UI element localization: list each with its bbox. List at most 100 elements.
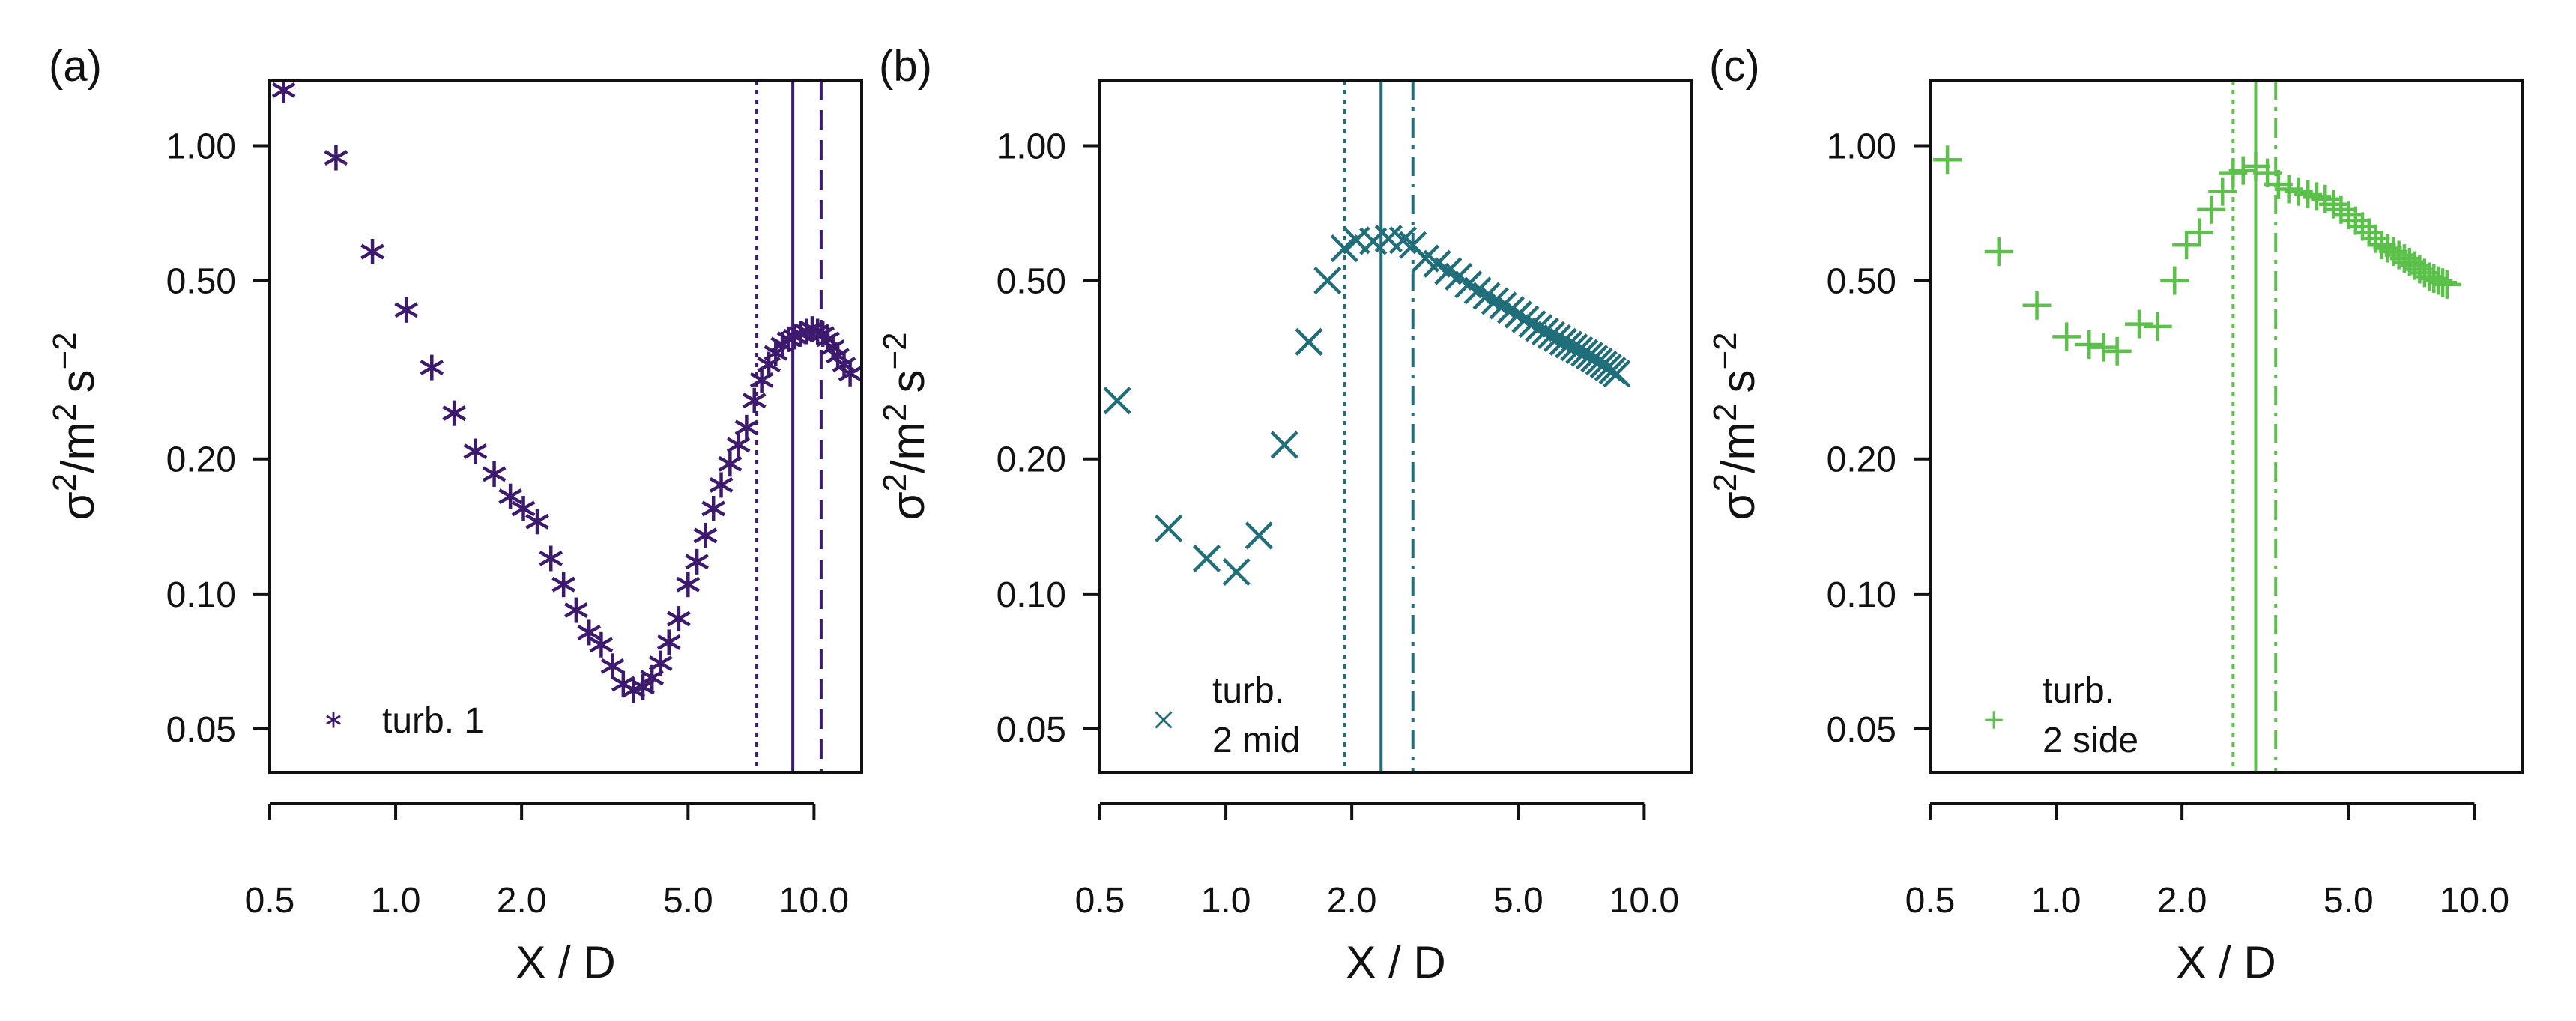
data-point	[2172, 231, 2201, 260]
legend-marker	[1985, 711, 2003, 729]
data-point	[2341, 206, 2370, 235]
y-axis-title: σ2/m2s−2	[46, 332, 104, 520]
data-point	[2052, 322, 2081, 351]
y-tick-label: 0.20	[997, 440, 1066, 480]
data-point	[2354, 218, 2383, 247]
panels: (a) 0.05 0.10 0.20 0.50 1.00 0.5 1.0 2.0 5.0 10.0 X…	[46, 42, 2524, 987]
legend: turb. 2 side	[1985, 671, 2138, 760]
data-point	[709, 472, 734, 498]
x-tick-label: 5.0	[663, 881, 713, 921]
data-point	[2432, 270, 2461, 299]
y-tick-label: 0.50	[166, 262, 236, 302]
legend-label: turb. 1	[382, 701, 484, 741]
plot-frame	[1098, 79, 1693, 774]
panel-1: (a) 0.05 0.10 0.20 0.50 1.00 0.5 1.0 2.0 5.0 10.0 X…	[46, 42, 863, 987]
x-tick-label: 10.0	[1609, 881, 1679, 921]
data-point	[2241, 151, 2270, 181]
x-tick-label: 0.5	[1905, 881, 1956, 921]
data-point	[631, 674, 655, 700]
y-tick-label: 0.20	[1827, 440, 1896, 480]
data-point	[1192, 544, 1221, 573]
data-points	[1103, 225, 1631, 587]
data-point	[394, 297, 419, 323]
panel-label: (c)	[1709, 42, 1760, 91]
data-point	[1270, 431, 1298, 459]
data-point	[1313, 266, 1342, 295]
y-tick-label: 0.05	[997, 710, 1066, 750]
y-axis-title-part: s	[52, 370, 104, 393]
data-point	[1463, 276, 1492, 305]
y-axis-title-part: σ	[883, 491, 934, 520]
y-axis-title-superscript: 2	[877, 473, 913, 491]
data-point	[667, 606, 691, 632]
y-tick-label: 0.10	[166, 575, 236, 615]
data-point	[701, 495, 726, 521]
y-axis-title-superscript: 2	[1707, 404, 1744, 422]
data-point	[1933, 145, 1962, 175]
data-point	[2185, 218, 2214, 247]
y-axis-title-part: /m	[1713, 422, 1765, 473]
data-point	[2228, 156, 2258, 185]
reference-lines	[2231, 80, 2278, 772]
legend: turb. 1	[326, 701, 484, 741]
reference-lines	[1343, 80, 1415, 772]
x-tick-label: 0.5	[1075, 881, 1125, 921]
data-point	[742, 387, 767, 413]
data-point	[718, 451, 743, 477]
data-point	[539, 545, 563, 572]
legend-label: turb.	[2043, 671, 2114, 711]
y-axis-title-part: σ	[52, 491, 104, 520]
data-point	[648, 650, 673, 676]
x-axis-title: X / D	[2176, 937, 2276, 987]
x-tick-label: 1.0	[371, 881, 421, 921]
data-point	[1496, 296, 1526, 324]
data-point	[1603, 360, 1631, 388]
x-tick-label: 1.0	[2031, 881, 2081, 921]
data-point	[2347, 212, 2377, 241]
data-point	[676, 572, 701, 598]
data-point	[2367, 231, 2396, 260]
data-point	[551, 572, 576, 598]
y-axis-title-superscript: 2	[877, 404, 913, 422]
x-tick-label: 10.0	[779, 881, 849, 921]
data-point	[1525, 314, 1553, 342]
y-axis-title-superscript: 2	[46, 473, 83, 491]
data-point	[1103, 387, 1131, 415]
panel-3: (c) 0.05 0.10 0.20 0.50 1.00 0.5 1.0 2.0 5.0 10.0 X…	[1707, 42, 2524, 987]
data-point	[2208, 177, 2237, 206]
y-tick-label: 0.05	[1827, 710, 1896, 750]
y-tick-label: 1.00	[1827, 127, 1896, 166]
data-point	[1245, 521, 1273, 550]
data-point	[1330, 234, 1358, 263]
data-point	[324, 145, 348, 171]
y-tick-label: 0.20	[166, 440, 236, 480]
data-point	[1489, 291, 1517, 320]
legend: turb. 2 mid	[1155, 671, 1300, 760]
legend-marker	[1155, 711, 1173, 729]
data-point	[838, 360, 862, 387]
x-axis: 0.5 1.0 2.0 5.0 10.0	[1905, 802, 2509, 921]
x-tick-label: 2.0	[497, 881, 547, 921]
reference-lines	[755, 80, 823, 772]
y-axis-title-part: σ	[1713, 491, 1765, 520]
data-point	[577, 619, 602, 646]
data-point	[2143, 312, 2172, 341]
y-axis-title-part: /m	[883, 422, 934, 473]
data-point	[420, 354, 444, 381]
data-point	[2319, 190, 2348, 219]
y-tick-label: 0.50	[1827, 262, 1896, 302]
x-tick-label: 5.0	[1493, 881, 1544, 921]
x-tick-label: 10.0	[2440, 881, 2509, 921]
data-point	[2102, 336, 2132, 366]
y-axis-title-superscript: 2	[46, 404, 83, 422]
data-point	[816, 326, 840, 352]
plot-frame	[1929, 79, 2524, 774]
y-axis-title-superscript: −2	[1707, 332, 1744, 369]
data-point	[2022, 291, 2052, 320]
data-point	[1984, 237, 2013, 267]
data-point	[498, 483, 522, 509]
y-tick-label: 1.00	[997, 127, 1066, 166]
x-axis: 0.5 1.0 2.0 5.0 10.0	[1075, 802, 1679, 921]
